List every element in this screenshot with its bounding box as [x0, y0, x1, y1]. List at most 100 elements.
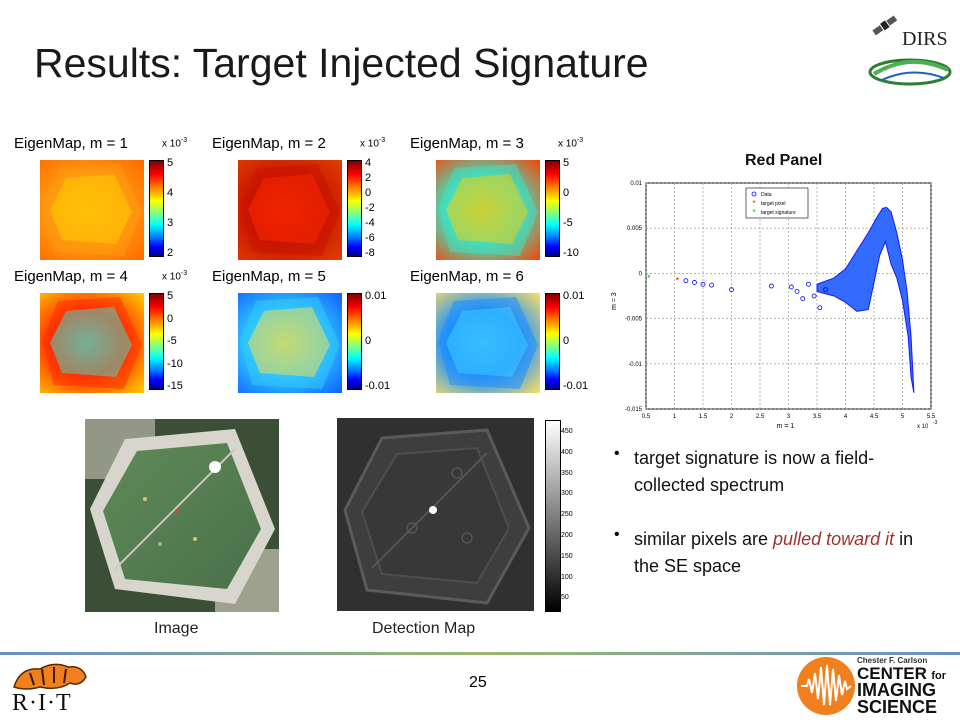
detection-tick-label: 150: [561, 552, 573, 560]
bullet-item: • target signature is now a field-collec…: [614, 445, 934, 499]
eigenmap-tick-label: -10: [167, 357, 183, 370]
eigenmap-label: EigenMap, m = 3: [410, 135, 524, 152]
data-point: [768, 283, 774, 289]
eigenmap-tick-label: -6: [365, 232, 375, 244]
legend-marker: [751, 191, 757, 197]
x-tick-label: 4: [844, 414, 848, 420]
eigenmap-tick-label: 0: [167, 312, 174, 325]
eigenmap-tick-label: 2: [365, 172, 372, 184]
legend-entry: Data: [761, 192, 772, 198]
dirs-logo-text: DIRS: [902, 28, 948, 50]
x-tick-label: 5: [901, 414, 905, 420]
data-point: [692, 280, 697, 285]
footer-divider: [0, 652, 960, 655]
data-point-star: *: [647, 273, 651, 283]
eigenmap-tick-label: -0.01: [563, 380, 589, 392]
x-tick-label: 2.5: [756, 414, 765, 420]
eigenmap-tick-label: 0: [563, 335, 570, 347]
cis-center-word: CENTER: [857, 664, 927, 683]
chart-legend: [745, 187, 809, 219]
eigenmap-heatmap: [238, 293, 342, 393]
x-axis-multiplier: x 10: [917, 424, 929, 430]
detection-tick-label: 250: [561, 511, 573, 519]
data-point: [788, 284, 794, 290]
eigenmap-heatmap: [238, 160, 342, 260]
eigenmap-heatmap: [436, 160, 540, 260]
eigenmap-tick-label: -5: [167, 335, 177, 347]
legend-entry: target signature: [761, 210, 796, 216]
rgb-image: [85, 419, 279, 612]
eigenmap-tick-label: 4: [167, 187, 174, 199]
data-cloud: [816, 206, 915, 393]
y-tick-label: 0.01: [630, 181, 642, 187]
data-point: [806, 281, 811, 287]
bullet-item: • similar pixels are pulled toward it in…: [614, 526, 934, 580]
eigenmap-tick-label: 5: [167, 290, 174, 302]
x-tick-label: 1.5: [699, 414, 708, 420]
eigenmap-colorbar: [545, 293, 560, 390]
y-tick-label: -0.005: [625, 317, 643, 323]
satellite-globe-icon: [868, 15, 952, 86]
eigenmap-tick-label: -4: [365, 217, 375, 229]
eigenmap-tick-label: 3: [167, 217, 174, 229]
eigenmap-tick-label: -10: [563, 247, 579, 259]
data-point: [794, 289, 800, 294]
legend-marker: *: [752, 199, 755, 208]
data-point: [729, 287, 734, 293]
detection-colorbar: [545, 420, 561, 612]
rit-logo: R·I·T: [10, 657, 90, 717]
eigenmap-heatmap: [40, 293, 144, 393]
eigenmap-multiplier: x 10-3: [558, 137, 584, 150]
eigenmap-colorbar: [149, 160, 164, 257]
eigenmap-tick-label: 0: [365, 187, 372, 199]
eigenmap-tick-label: 5: [563, 157, 570, 169]
eigenmap-tick-label: -0.01: [365, 380, 391, 392]
red-panel-title: Red Panel: [745, 152, 823, 169]
bullet-marker: •: [614, 445, 620, 462]
data-point: [800, 296, 806, 302]
red-panel-scatter-chart: 0.5 1 1.5 2 2.5 3 3.5 4 4.5 5 5.5 0.01 0.005 0 -0.005 -…: [611, 181, 938, 430]
dirs-logo: DIRS: [860, 10, 956, 90]
legend-marker: *: [752, 208, 755, 217]
bullet-list: • target signature is now a field-collec…: [614, 445, 934, 580]
y-tick-label: -0.015: [625, 407, 643, 413]
eigenmap-tick-label: -8: [365, 247, 375, 259]
eigenmap-tick-label: 0.01: [563, 290, 585, 302]
eigenmap-multiplier: x 10-3: [360, 137, 386, 150]
data-point: [700, 281, 706, 287]
eigenmap-label: EigenMap, m = 6: [410, 268, 524, 285]
eigenmap-label: EigenMap, m = 5: [212, 268, 326, 285]
cis-for-word: for: [931, 670, 947, 682]
detection-caption: Detection Map: [372, 620, 476, 637]
eigenmap-label: EigenMap, m = 4: [14, 268, 128, 285]
data-point: [823, 287, 828, 293]
cis-center-text: CENTER for: [857, 664, 946, 684]
x-tick-label: 0.5: [642, 414, 651, 420]
y-tick-label: 0.005: [627, 226, 643, 232]
detection-tick-label: 100: [561, 573, 573, 581]
eigenmap-multiplier: x 10-3: [162, 137, 188, 150]
slide-title: Results: Target Injected Signature: [34, 40, 649, 86]
detection-tick-label: 450: [561, 428, 573, 435]
eigenmap-tick-label: -2: [365, 202, 375, 214]
detection-tick-label: 50: [561, 594, 569, 602]
cis-imaging-text: IMAGING: [857, 680, 936, 700]
bullet-text: target signature is now a field-collecte…: [634, 448, 875, 495]
tiger-icon: [13, 663, 87, 690]
eigenmap-tick-label: 0: [365, 335, 372, 347]
cis-top-text: Chester F. Carlson: [857, 656, 928, 665]
detection-tick-label: 300: [561, 490, 573, 498]
bullet-text-accent: pulled toward it: [773, 529, 895, 549]
cis-logo: Chester F. Carlson CENTER for IMAGING SC…: [795, 655, 955, 717]
eigenmap-colorbar: [545, 160, 560, 257]
eigenmap-tick-label: -5: [563, 217, 573, 229]
page-number: 25: [469, 674, 487, 691]
detection-map: [337, 418, 534, 611]
legend-entry: target pixel: [761, 201, 785, 207]
x-tick-label: 2: [730, 414, 734, 420]
eigenmap-tick-label: 0.01: [365, 290, 387, 302]
data-point: [709, 282, 714, 288]
x-tick-label: 1: [673, 414, 677, 420]
eigenmap-colorbar: [149, 293, 164, 390]
bullet-text-post: in the SE space: [634, 529, 914, 576]
